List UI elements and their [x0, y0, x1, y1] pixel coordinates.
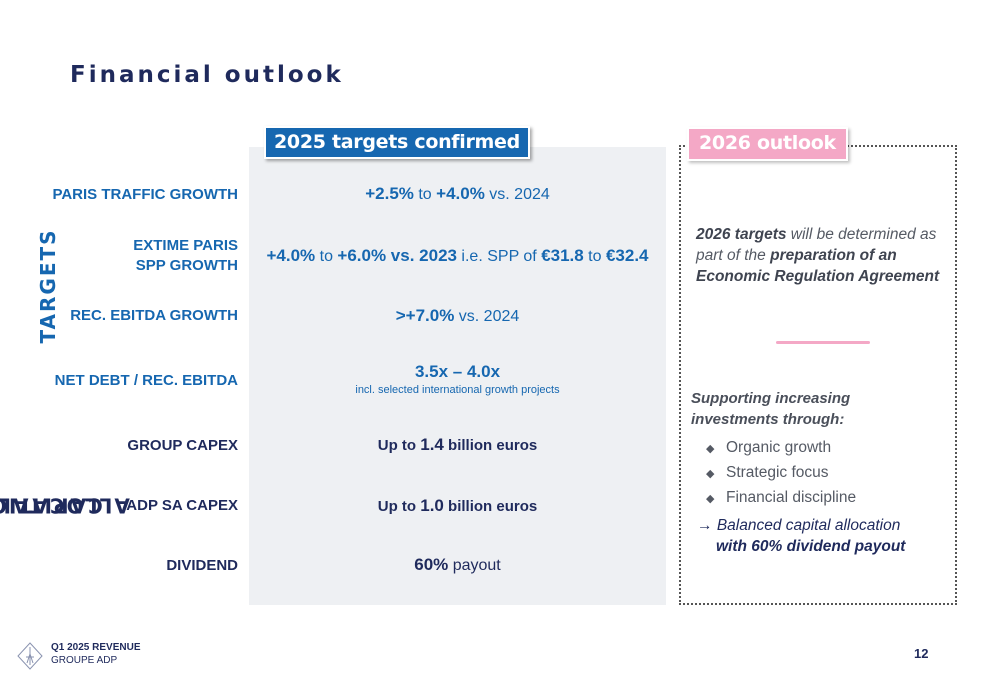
- capital-allocation-note: → Balanced capital allocation with 60% d…: [697, 517, 906, 555]
- row-value-adp-sa-capex: Up to 1.0 billion euros: [377, 496, 538, 515]
- targets-section-label: TARGETS: [36, 228, 60, 344]
- row-label-net-debt: NET DEBT / REC. EBITDA: [54, 372, 238, 389]
- pink-divider: [776, 341, 870, 344]
- adp-logo-icon: [17, 642, 43, 670]
- row-value-net-debt: 3.5x – 4.0x incl. selected international…: [355, 362, 560, 396]
- diamond-bullet-icon: ◆: [706, 493, 715, 505]
- supporting-heading: Supporting increasing investments throug…: [691, 390, 851, 428]
- row-label-adp-sa-capex: ADP SA CAPEX: [126, 497, 238, 514]
- outlook-paragraph: 2026 targets will be determined as part …: [696, 226, 940, 285]
- row-label-paris-traffic: PARIS TRAFFIC GROWTH: [52, 186, 238, 203]
- row-value-ebitda-growth: >+7.0% vs. 2024: [395, 306, 520, 325]
- capital-allocation-section-label: CAPITALALLOCATION: [0, 493, 130, 518]
- list-item: ◆ Financial discipline: [706, 486, 856, 511]
- row-label-group-capex: GROUP CAPEX: [127, 437, 238, 454]
- page-number: 12: [914, 646, 929, 661]
- arrow-right-icon: →: [697, 517, 713, 534]
- targets-panel: [249, 147, 666, 605]
- row-label-ebitda-growth: REC. EBITDA GROWTH: [70, 307, 238, 324]
- row-label-dividend: DIVIDEND: [166, 557, 238, 574]
- page-title: Financial outlook: [70, 62, 344, 88]
- list-item: ◆ Organic growth: [706, 436, 856, 461]
- targets-banner: 2025 targets confirmed: [264, 126, 530, 159]
- row-value-dividend: 60% payout: [414, 555, 501, 574]
- row-label-extime-paris: EXTIME PARIS SPP GROWTH: [133, 237, 238, 274]
- outlook-banner: 2026 outlook: [687, 127, 848, 161]
- diamond-bullet-icon: ◆: [706, 468, 715, 480]
- footer-caption: Q1 2025 REVENUE GROUPE ADP: [51, 642, 141, 666]
- diamond-bullet-icon: ◆: [706, 443, 715, 455]
- row-value-extime-paris: +4.0% to +6.0% vs. 2023 i.e. SPP of €31.…: [266, 246, 649, 265]
- outlook-bullet-list: ◆ Organic growth ◆ Strategic focus ◆ Financ…: [706, 436, 856, 511]
- row-value-paris-traffic: +2.5% to +4.0% vs. 2024: [365, 184, 550, 203]
- list-item: ◆ Strategic focus: [706, 461, 856, 486]
- row-value-group-capex: Up to 1.4 billion euros: [377, 435, 538, 454]
